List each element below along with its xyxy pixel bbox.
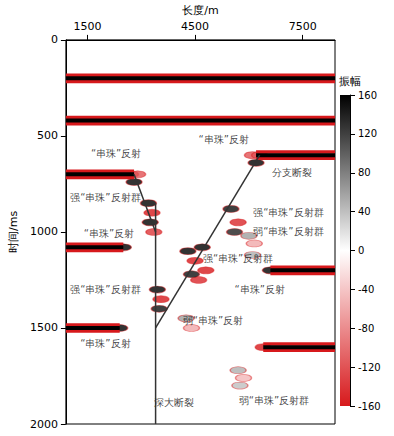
svg-text:时间/ms: 时间/ms: [7, 211, 20, 253]
svg-text:长度/m: 长度/m: [182, 4, 218, 17]
svg-text:1500: 1500: [30, 321, 58, 334]
svg-text:160: 160: [358, 90, 377, 101]
svg-text:7500: 7500: [289, 20, 317, 33]
svg-text:2000: 2000: [30, 418, 58, 431]
svg-text:“串珠”反射: “串珠”反射: [84, 228, 134, 239]
svg-text:-120: -120: [358, 362, 381, 373]
svg-text:强“串珠”反射群: 强“串珠”反射群: [70, 284, 140, 295]
svg-text:1000: 1000: [30, 225, 58, 238]
svg-text:4500: 4500: [181, 20, 209, 33]
svg-text:0: 0: [51, 33, 58, 46]
svg-text:-80: -80: [358, 323, 374, 334]
svg-text:“串珠”反射: “串珠”反射: [80, 338, 130, 349]
svg-text:0: 0: [358, 245, 364, 256]
svg-text:500: 500: [37, 129, 58, 142]
svg-text:强“串珠”反射群: 强“串珠”反射群: [203, 253, 273, 264]
svg-text:弱“串珠”反射群: 弱“串珠”反射群: [253, 226, 323, 237]
svg-text:80: 80: [358, 167, 371, 178]
svg-text:“串珠”反射: “串珠”反射: [91, 148, 141, 159]
svg-text:弱“串珠”反射: 弱“串珠”反射: [183, 315, 243, 326]
svg-text:分支断裂: 分支断裂: [272, 167, 312, 178]
svg-text:深大断裂: 深大断裂: [154, 397, 194, 408]
svg-text:强“串珠”反射群: 强“串珠”反射群: [70, 192, 140, 203]
svg-text:“串珠”反射: “串珠”反射: [199, 134, 249, 145]
svg-text:1500: 1500: [73, 20, 101, 33]
svg-text:弱“串珠”反射群: 弱“串珠”反射群: [239, 395, 309, 406]
svg-text:振幅: 振幅: [339, 75, 361, 88]
svg-text:120: 120: [358, 128, 377, 139]
svg-text:-160: -160: [358, 401, 381, 412]
svg-text:强“串珠”反射群: 强“串珠”反射群: [253, 207, 323, 218]
svg-text:40: 40: [358, 206, 371, 217]
svg-text:-40: -40: [358, 284, 374, 295]
svg-text:“串珠”反射: “串珠”反射: [234, 284, 284, 295]
